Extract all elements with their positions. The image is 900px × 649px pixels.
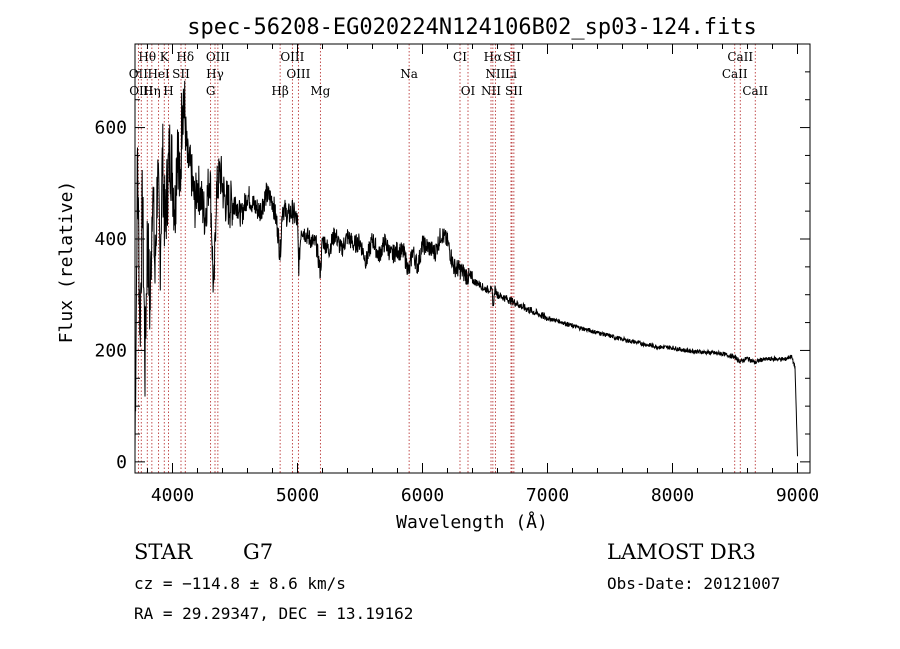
line-label-hη: Hη [143,84,161,98]
line-label-hei: HeI [147,67,170,81]
line-label-hβ: Hβ [271,84,288,98]
line-label-hγ: Hγ [206,67,224,81]
x-tick-label: 7000 [526,485,569,506]
line-label-caii: CaII [742,84,768,98]
spectrum-series [134,80,798,457]
line-label-nii: NII [485,67,505,81]
x-axis-label: Wavelength (Å) [396,511,548,533]
line-label-h: H [163,84,173,98]
line-label-g: G [206,84,216,98]
y-tick-label: 600 [94,118,127,139]
line-label-li: Li [505,67,517,81]
x-tick-label: 4000 [151,485,194,506]
y-tick-label: 200 [94,340,127,361]
x-tick-label: 8000 [651,485,694,506]
y-tick-label: 0 [116,452,127,473]
x-tick-label: 5000 [276,485,319,506]
line-label-oi: OI [461,84,476,98]
line-label-caii: CaII [727,50,753,64]
plot-frame [134,43,811,474]
line-label-hδ: Hδ [176,50,194,64]
survey-name: LAMOST DR3 [607,540,756,564]
axis-ticks: 4000 5000 6000 7000 8000 9000 0 200 400 600 [94,44,819,506]
line-label-oii: OII [129,67,149,81]
line-label-sii: SII [172,67,190,81]
line-label-hθ: Hθ [138,50,156,64]
line-label-ci: CI [453,50,467,64]
line-label-k: K [160,50,170,64]
line-label-na: Na [400,67,418,81]
line-label-oiii: OIII [280,50,304,64]
line-label-sii: SII [505,84,523,98]
line-label-oiii: OIII [286,67,310,81]
line-label-oiii: OIII [206,50,230,64]
sky-coordinates: RA = 29.29347, DEC = 13.19162 [134,604,413,623]
x-tick-label: 6000 [401,485,444,506]
line-label-hα: Hα [484,50,503,64]
object-class: STAR [134,540,193,564]
observation-date: Obs-Date: 20121007 [607,574,780,593]
line-label-nii: NII [481,84,501,98]
line-label-mg: Mg [310,84,330,98]
y-axis-label: Flux (relative) [56,181,77,344]
line-label-caii: CaII [722,67,748,81]
line-label-sii: SII [503,50,521,64]
chart-title: spec-56208-EG020224N124106B02_sp03-124.f… [187,15,757,40]
redshift-velocity: cz = −114.8 ± 8.6 km/s [134,574,346,593]
object-subclass: G7 [243,540,273,564]
x-tick-label: 9000 [776,485,819,506]
y-tick-label: 400 [94,229,127,250]
spectrum-line [134,80,798,457]
